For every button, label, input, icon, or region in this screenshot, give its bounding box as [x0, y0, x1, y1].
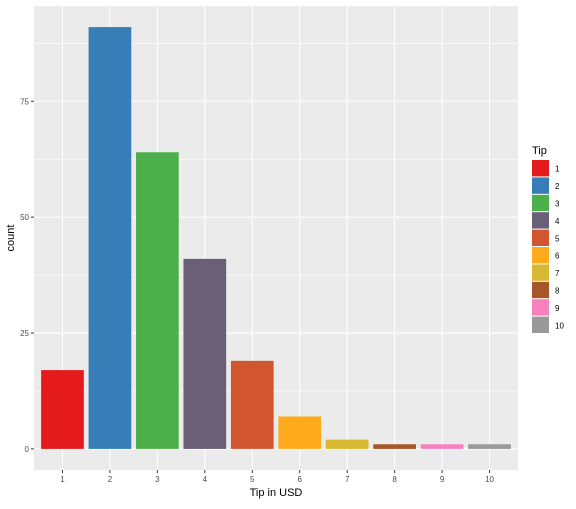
legend-label: 6 [555, 252, 560, 261]
x-tick-label: 5 [250, 475, 255, 484]
legend-key [532, 316, 549, 333]
legend-key [532, 194, 549, 212]
x-axis-title: Tip in USD [250, 487, 303, 499]
legend-key [532, 212, 549, 229]
x-tick-label: 8 [392, 475, 397, 484]
bar [420, 444, 464, 449]
y-tick-label: 50 [20, 213, 29, 222]
x-tick-label: 10 [485, 475, 494, 484]
y-tick-label: 0 [25, 445, 30, 454]
legend-label: 10 [555, 321, 564, 330]
bar [41, 370, 84, 449]
legend-key [532, 229, 549, 246]
bar [183, 258, 227, 449]
x-tick-label: 3 [155, 475, 160, 484]
legend-label: 4 [555, 217, 560, 226]
x-tick-label: 4 [203, 475, 208, 484]
x-tick-label: 1 [60, 475, 65, 484]
legend-label: 8 [555, 287, 560, 296]
legend-key [532, 264, 549, 281]
x-tick-label: 7 [345, 475, 350, 484]
x-axis: 1 2 3 4 5 6 7 8 9 10 [60, 470, 495, 484]
legend-label: 3 [555, 200, 560, 209]
legend-key [532, 160, 549, 177]
y-tick-label: 25 [20, 329, 29, 338]
bar [136, 152, 179, 449]
legend-label: 5 [555, 234, 560, 243]
bars [41, 27, 511, 449]
bar [468, 444, 511, 449]
legend-label: 9 [555, 304, 560, 313]
legend: Tip 1 2 3 4 5 6 7 8 9 10 [532, 145, 564, 333]
legend-label: 2 [555, 182, 560, 191]
y-axis-title: count [5, 225, 17, 252]
legend-label: 1 [555, 165, 560, 174]
bar [373, 444, 416, 449]
legend-key [532, 177, 549, 194]
legend-key [532, 299, 549, 316]
y-axis: 0 25 50 75 [20, 97, 34, 454]
x-tick-label: 9 [440, 475, 445, 484]
y-tick-label: 75 [20, 97, 29, 106]
legend-key [532, 247, 549, 264]
bar [230, 360, 274, 449]
x-tick-label: 2 [108, 475, 113, 484]
bar [88, 27, 132, 449]
legend-key [532, 281, 549, 299]
x-tick-label: 6 [297, 475, 302, 484]
bar [278, 416, 322, 449]
legend-label: 7 [555, 269, 560, 278]
bar [325, 439, 369, 449]
legend-title: Tip [532, 145, 547, 157]
